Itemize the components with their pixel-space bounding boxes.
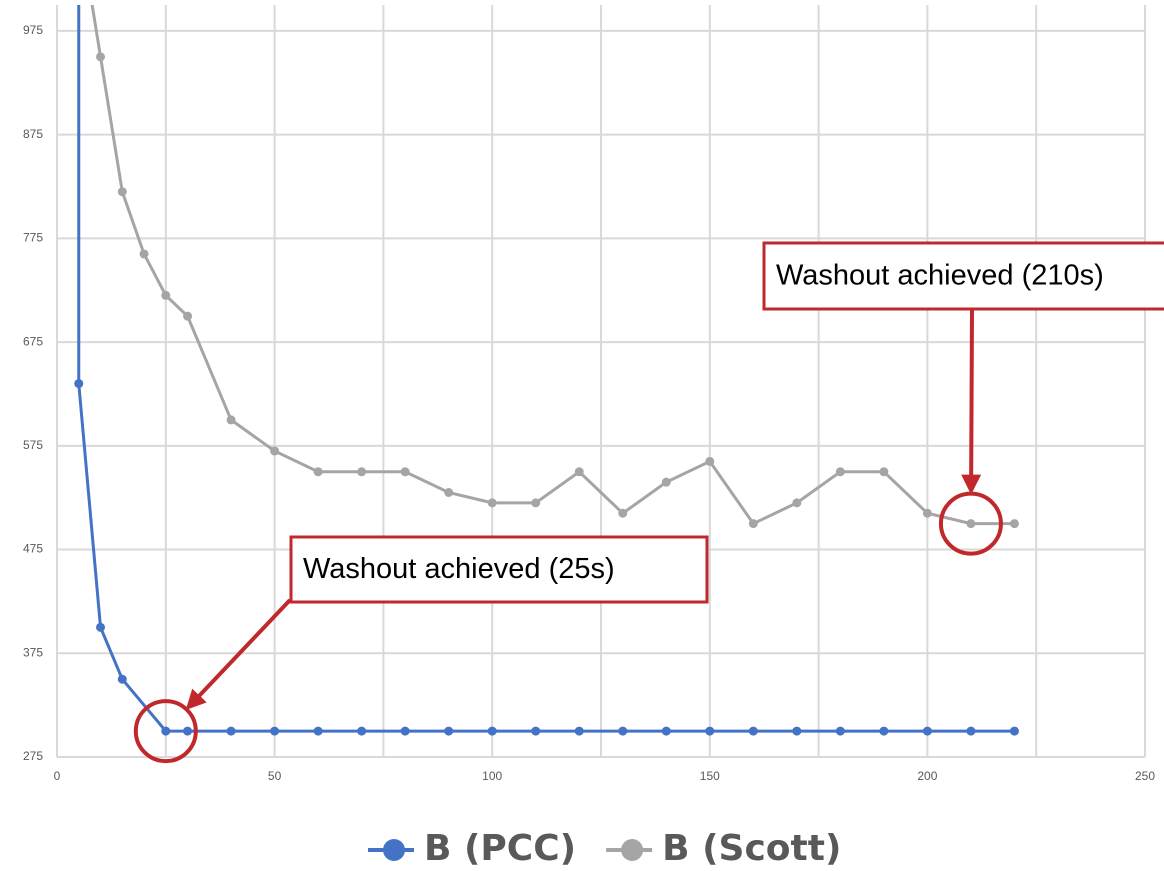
- y-tick-label: 775: [23, 231, 43, 245]
- point: [226, 415, 236, 425]
- x-tick-label: 50: [268, 769, 282, 783]
- point: [117, 187, 127, 197]
- point: [835, 726, 845, 736]
- x-tick-label: 200: [917, 769, 937, 783]
- annotation-box: [762, 241, 1164, 311]
- point: [270, 726, 280, 736]
- y-tick-label: 975: [23, 23, 43, 37]
- y-tick-label: 275: [23, 749, 43, 763]
- legend-marker: [383, 839, 405, 861]
- legend-label: B (Scott): [662, 828, 841, 869]
- point: [183, 726, 193, 736]
- annotation-box: [289, 535, 709, 604]
- point: [400, 467, 410, 477]
- series-line: [77, 5, 1015, 733]
- point: [161, 290, 171, 300]
- point: [531, 498, 541, 508]
- point: [661, 726, 671, 736]
- point: [922, 726, 932, 736]
- annotation-text: Washout achieved (210s): [776, 260, 1104, 292]
- point: [270, 446, 280, 456]
- point: [357, 726, 367, 736]
- point: [574, 726, 584, 736]
- annotation-arrow: [961, 309, 982, 495]
- point: [879, 726, 889, 736]
- point: [313, 467, 323, 477]
- point: [161, 726, 171, 736]
- point: [835, 467, 845, 477]
- point: [879, 467, 889, 477]
- x-tick-label: 250: [1135, 769, 1155, 783]
- y-tick-label: 375: [23, 645, 43, 659]
- point: [1009, 726, 1019, 736]
- point: [444, 488, 454, 498]
- point: [705, 456, 715, 466]
- point: [661, 477, 671, 487]
- annotation-circle: [133, 699, 198, 764]
- point: [117, 674, 127, 684]
- point: [1009, 519, 1019, 529]
- y-tick-label: 875: [23, 127, 43, 141]
- point: [966, 726, 976, 736]
- legend-marker: [621, 839, 644, 861]
- y-tick-label: 475: [23, 542, 43, 556]
- point: [357, 467, 367, 477]
- point: [183, 311, 193, 321]
- point: [705, 726, 715, 736]
- point: [96, 622, 106, 632]
- point: [96, 52, 106, 62]
- x-tick-label: 0: [54, 769, 61, 783]
- point: [74, 379, 84, 389]
- point: [748, 519, 758, 529]
- point: [487, 726, 497, 736]
- annotation-arrow: [185, 598, 292, 711]
- point: [792, 498, 802, 508]
- point: [313, 726, 323, 736]
- point: [922, 508, 932, 518]
- point: [966, 519, 976, 529]
- y-tick-label: 575: [23, 438, 43, 452]
- y-tick-label: 675: [23, 334, 43, 348]
- point: [531, 726, 541, 736]
- x-tick-label: 100: [482, 769, 502, 783]
- point: [574, 467, 584, 477]
- point: [792, 726, 802, 736]
- annotation-text: Washout achieved (25s): [303, 553, 615, 585]
- point: [139, 249, 149, 259]
- legend-label: B (PCC): [424, 828, 576, 869]
- point: [618, 726, 628, 736]
- point: [487, 498, 497, 508]
- point: [226, 726, 236, 736]
- point: [748, 726, 758, 736]
- point: [618, 508, 628, 518]
- point: [400, 726, 410, 736]
- x-tick-label: 150: [700, 769, 720, 783]
- point: [444, 726, 454, 736]
